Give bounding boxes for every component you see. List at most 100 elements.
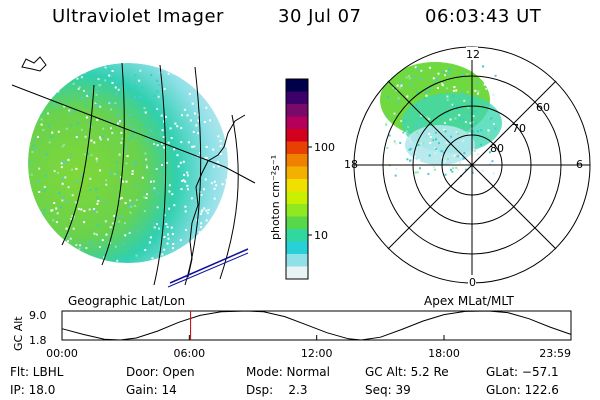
speckle-pixel bbox=[144, 152, 147, 155]
speckle-pixel bbox=[43, 213, 46, 216]
speckle-pixel bbox=[428, 117, 431, 120]
speckle-pixel bbox=[78, 86, 81, 89]
speckle-pixel bbox=[122, 180, 124, 183]
speckle-pixel bbox=[125, 180, 128, 183]
speckle-pixel bbox=[96, 118, 99, 121]
time-axis-label: 06:00 bbox=[173, 347, 205, 360]
speckle-pixel bbox=[184, 180, 187, 183]
speckle-pixel bbox=[107, 138, 109, 141]
speckle-pixel bbox=[97, 104, 99, 107]
speckle-pixel bbox=[86, 94, 89, 97]
speckle-pixel bbox=[125, 162, 128, 165]
speckle-pixel bbox=[474, 110, 476, 113]
speckle-pixel bbox=[98, 261, 101, 263]
speckle-pixel bbox=[472, 130, 475, 133]
speckle-pixel bbox=[105, 233, 108, 236]
longitude-line bbox=[184, 66, 202, 286]
speckle-pixel bbox=[167, 72, 170, 75]
speckle-pixel bbox=[220, 78, 223, 81]
speckle-pixel bbox=[32, 145, 35, 148]
meridian-diagonal bbox=[387, 80, 557, 250]
speckle-pixel bbox=[180, 127, 183, 130]
speckle-pixel bbox=[409, 159, 412, 162]
speckle-pixel bbox=[41, 72, 44, 75]
speckle-pixel bbox=[78, 70, 81, 73]
speckle-pixel bbox=[161, 142, 164, 145]
speckle-pixel bbox=[393, 140, 396, 143]
speckle-pixel bbox=[53, 75, 56, 78]
mlt-label-12: 12 bbox=[466, 48, 480, 61]
speckle-pixel bbox=[189, 119, 192, 122]
speckle-pixel bbox=[89, 177, 92, 180]
colorbar-cell bbox=[286, 91, 308, 105]
speckle-pixel bbox=[182, 179, 185, 182]
longitude-line bbox=[219, 114, 239, 280]
speckle-pixel bbox=[152, 180, 155, 183]
geographic-image-panel bbox=[11, 56, 256, 288]
speckle-pixel bbox=[414, 66, 417, 69]
speckle-pixel bbox=[444, 159, 447, 162]
speckle-pixel bbox=[214, 73, 217, 76]
speckle-pixel bbox=[197, 113, 200, 116]
speckle-pixel bbox=[124, 234, 127, 237]
speckle-pixel bbox=[146, 139, 148, 142]
speckle-pixel bbox=[80, 246, 83, 249]
speckle-pixel bbox=[95, 160, 98, 163]
mlt-label-6: 6 bbox=[576, 158, 583, 171]
speckle-pixel bbox=[172, 243, 175, 245]
speckle-pixel bbox=[408, 137, 411, 140]
speckle-pixel bbox=[120, 141, 123, 144]
speckle-pixel bbox=[120, 131, 123, 134]
speckle-pixel bbox=[215, 218, 218, 221]
speckle-pixel bbox=[409, 147, 412, 150]
speckle-pixel bbox=[47, 112, 49, 115]
speckle-pixel bbox=[47, 229, 50, 232]
speckle-pixel bbox=[432, 77, 435, 80]
speckle-pixel bbox=[116, 171, 119, 174]
speckle-pixel bbox=[105, 179, 108, 182]
speckle-pixel bbox=[154, 241, 157, 244]
speckle-pixel bbox=[387, 73, 390, 76]
speckle-pixel bbox=[141, 86, 143, 89]
speckle-pixel bbox=[119, 120, 121, 123]
speckle-pixel bbox=[469, 124, 472, 127]
gc-alt-tick-label: 1.8 bbox=[29, 334, 47, 347]
speckle-pixel bbox=[413, 155, 416, 158]
speckle-pixel bbox=[125, 146, 128, 149]
speckle-pixel bbox=[88, 260, 91, 263]
speckle-pixel bbox=[87, 152, 90, 155]
speckle-pixel bbox=[423, 97, 426, 100]
speckle-pixel bbox=[195, 124, 198, 127]
speckle-pixel bbox=[132, 128, 135, 131]
speckle-pixel bbox=[159, 219, 162, 222]
speckle-pixel bbox=[42, 222, 45, 225]
speckle-pixel bbox=[113, 173, 116, 176]
speckle-pixel bbox=[136, 184, 139, 187]
colorbar-cell bbox=[286, 266, 308, 280]
speckle-pixel bbox=[393, 137, 395, 140]
speckle-pixel bbox=[455, 104, 458, 107]
speckle-pixel bbox=[204, 178, 207, 181]
speckle-pixel bbox=[144, 111, 147, 114]
speckle-pixel bbox=[32, 246, 35, 249]
speckle-pixel bbox=[117, 88, 120, 91]
speckle-pixel bbox=[206, 212, 209, 215]
speckle-pixel bbox=[452, 95, 455, 98]
speckle-pixel bbox=[434, 152, 437, 155]
speckle-pixel bbox=[434, 81, 437, 83]
speckle-pixel bbox=[442, 71, 445, 74]
speckle-pixel bbox=[79, 244, 82, 247]
colorbar-cell bbox=[286, 254, 308, 267]
speckle-pixel bbox=[58, 237, 61, 239]
speckle-pixel bbox=[222, 108, 224, 111]
speckle-pixel bbox=[99, 169, 101, 172]
speckle-pixel bbox=[129, 124, 132, 126]
speckle-pixel bbox=[146, 193, 148, 196]
speckle-pixel bbox=[61, 199, 64, 202]
orbit-altitude-curve bbox=[61, 310, 572, 341]
speckle-pixel bbox=[213, 197, 216, 200]
speckle-pixel bbox=[161, 253, 164, 256]
speckle-pixel bbox=[28, 206, 31, 209]
speckle-pixel bbox=[110, 171, 113, 174]
speckle-pixel bbox=[72, 67, 75, 70]
